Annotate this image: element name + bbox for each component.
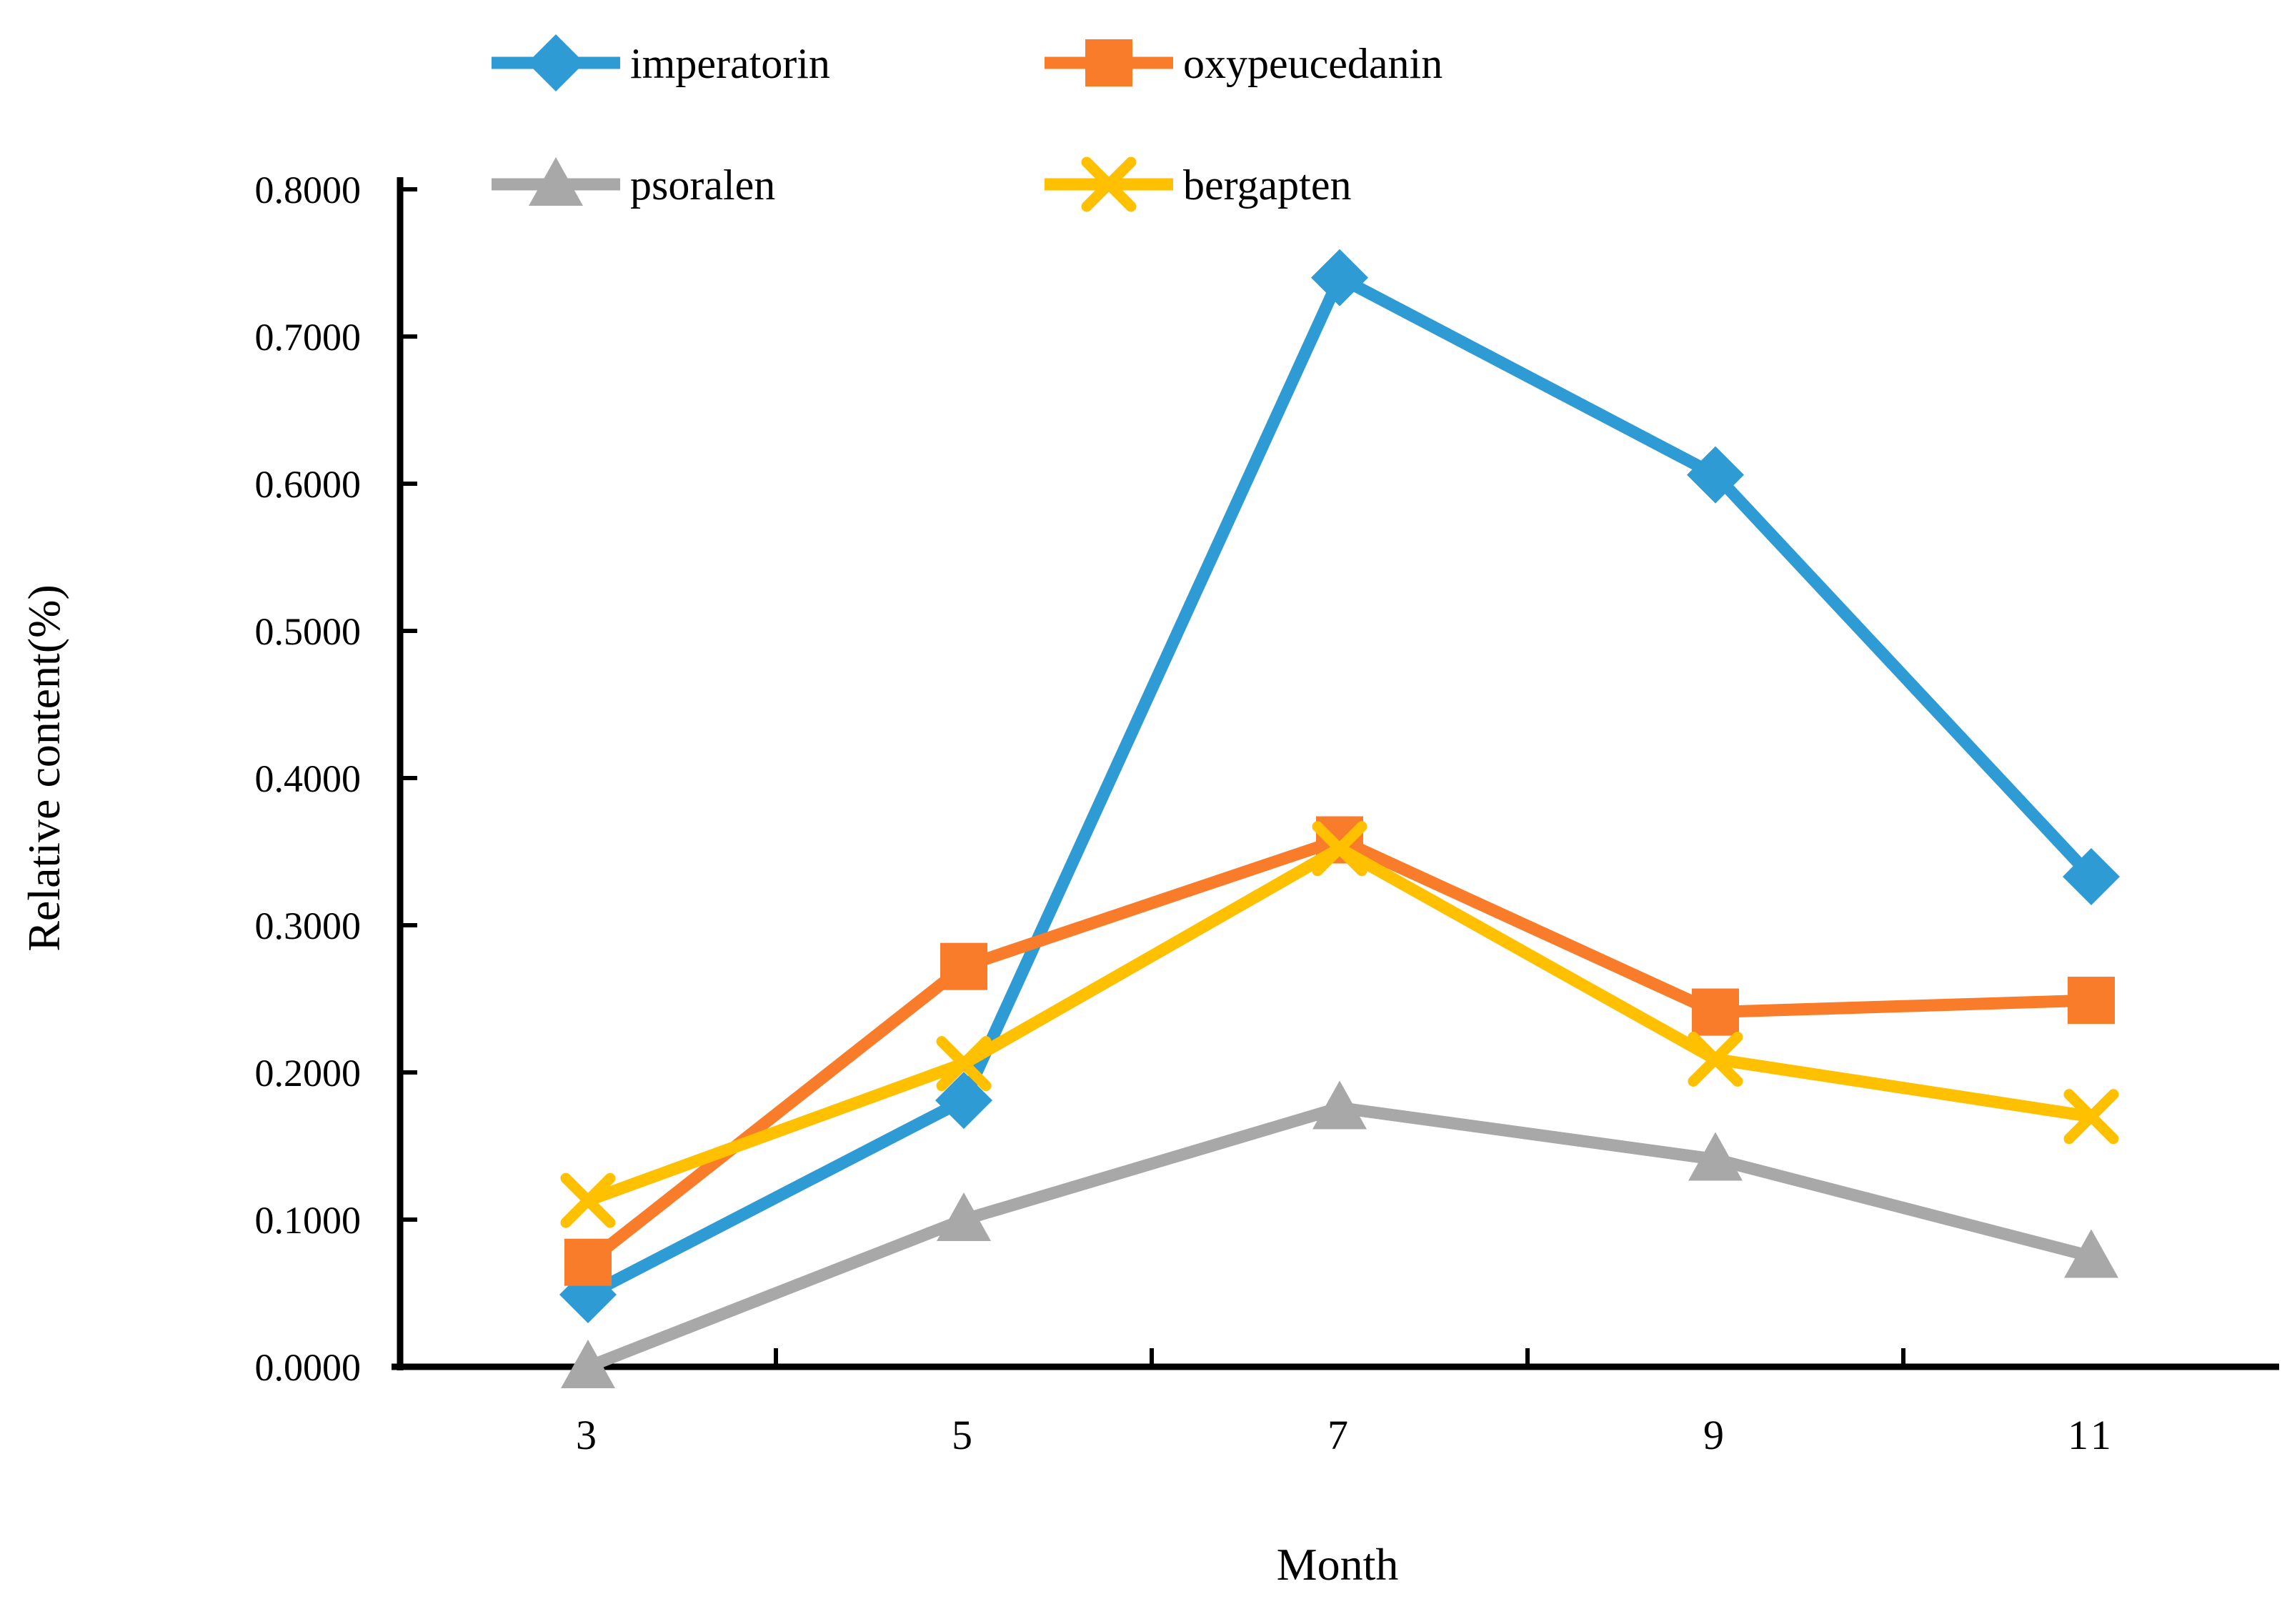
x-tick-label: 3 bbox=[576, 1412, 600, 1458]
bergapten-marker-month-7 bbox=[1312, 821, 1367, 877]
legend-item-psoralen: psoralen bbox=[492, 157, 775, 209]
psoralen-marker-month-7 bbox=[1312, 1080, 1367, 1130]
psoralen-marker-month-5 bbox=[937, 1192, 991, 1241]
legend-x-icon bbox=[1081, 156, 1137, 212]
y-tick-label: 0.3000 bbox=[255, 905, 362, 947]
x-tick-label: 7 bbox=[1327, 1412, 1352, 1458]
series-imperatorin-line bbox=[582, 272, 2098, 1301]
imperatorin-marker-month-9 bbox=[1687, 446, 1744, 504]
x-tick-label: 11 bbox=[2068, 1412, 2115, 1458]
psoralen-marker-month-11 bbox=[2064, 1229, 2118, 1278]
legend-square-icon bbox=[1085, 39, 1132, 86]
y-axis-title: Relative content(%) bbox=[19, 584, 69, 952]
y-tick-label: 0.1000 bbox=[255, 1199, 362, 1242]
oxypeucedanin-marker-month-9 bbox=[1692, 988, 1739, 1036]
series-psoralen-line bbox=[582, 1101, 2098, 1373]
y-tick-label: 0.2000 bbox=[255, 1052, 362, 1095]
bergapten-marker-month-5 bbox=[936, 1036, 992, 1092]
legend-item-bergapten: bergapten bbox=[1045, 156, 1351, 212]
legend-triangle-icon bbox=[529, 157, 583, 206]
series-bergapten-line bbox=[582, 842, 2098, 1207]
x-tick-label: 5 bbox=[952, 1412, 976, 1458]
psoralen-marker-month-9 bbox=[1688, 1132, 1743, 1181]
oxypeucedanin-marker-month-11 bbox=[2068, 977, 2115, 1025]
legend-label-oxypeucedanin: oxypeucedanin bbox=[1183, 40, 1443, 87]
y-tick-label: 0.8000 bbox=[255, 169, 362, 211]
x-axis-title: Month bbox=[1276, 1539, 1399, 1590]
oxypeucedanin-marker-month-5 bbox=[940, 942, 987, 990]
legend-label-bergapten: bergapten bbox=[1183, 161, 1351, 209]
y-tick-label: 0.5000 bbox=[255, 610, 362, 653]
oxypeucedanin-marker-month-3 bbox=[564, 1238, 612, 1286]
bergapten-marker-month-11 bbox=[2063, 1089, 2119, 1145]
legend-label-imperatorin: imperatorin bbox=[630, 40, 830, 87]
imperatorin-marker-month-7 bbox=[1311, 249, 1368, 307]
y-tick-label: 0.4000 bbox=[255, 757, 362, 800]
legend-diamond-icon bbox=[527, 34, 584, 91]
bergapten-marker-month-3 bbox=[560, 1172, 616, 1228]
imperatorin-marker-month-5 bbox=[935, 1072, 992, 1130]
bergapten-marker-month-9 bbox=[1688, 1031, 1743, 1087]
imperatorin-marker-month-11 bbox=[2063, 848, 2120, 906]
legend-item-imperatorin: imperatorin bbox=[492, 34, 830, 91]
y-tick-label: 0.7000 bbox=[255, 316, 362, 359]
legend-item-oxypeucedanin: oxypeucedanin bbox=[1045, 39, 1443, 87]
psoralen-marker-month-3 bbox=[561, 1340, 615, 1388]
y-tick-label: 0.6000 bbox=[255, 463, 362, 506]
x-tick-label: 9 bbox=[1703, 1412, 1728, 1458]
y-tick-label: 0.0000 bbox=[255, 1346, 362, 1389]
legend-label-psoralen: psoralen bbox=[630, 161, 775, 209]
